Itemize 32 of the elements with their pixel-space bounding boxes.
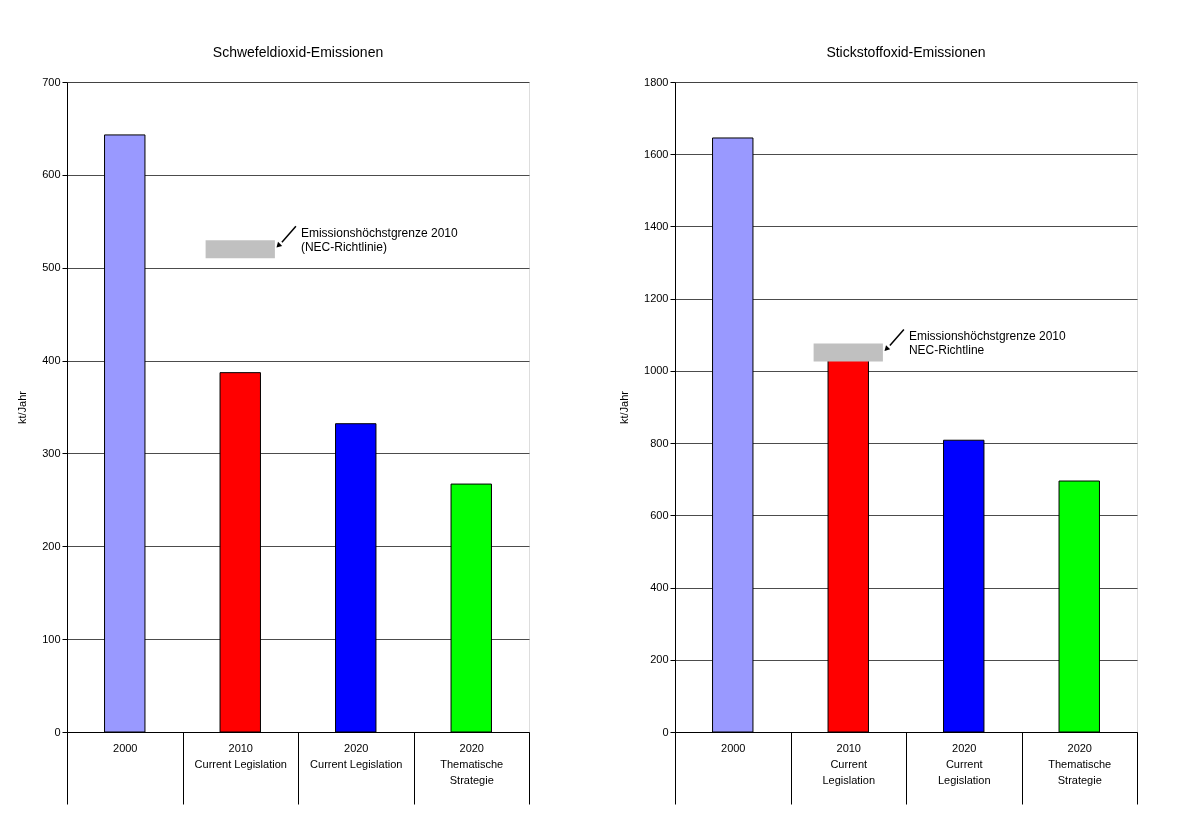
y-tick-label: 1400	[644, 219, 669, 232]
y-tick-label: 100	[42, 632, 61, 645]
y-tick-label: 600	[42, 168, 61, 181]
y-tick-label: 300	[42, 446, 61, 459]
chart-title: Stickstoffoxid-Emissionen	[826, 44, 986, 60]
x-tick-label: 2000	[721, 741, 746, 754]
y-tick-label: 800	[650, 436, 669, 449]
x-tick-label: 2010 Current Legislation	[822, 741, 876, 786]
y-tick-label: 1600	[644, 147, 669, 160]
ref-line-label: Emissionshöchstgrenze 2010 (NEC-Richtlinie)	[300, 226, 458, 255]
x-tick-label: 2000	[113, 741, 138, 754]
y-tick-label: 1000	[644, 364, 669, 377]
x-tick-label: 2020 Thematische Strategie	[1048, 741, 1112, 786]
y-tick-label: 400	[42, 354, 61, 367]
ref-line-label: Emissionshöchstgrenze 2010 NEC-Richtline	[908, 329, 1066, 358]
y-axis-title: kt/Jahr	[618, 390, 631, 425]
y-tick-label: 600	[650, 508, 669, 521]
y-tick-label: 500	[42, 261, 61, 274]
x-tick-label: 2020 Current Legislation	[937, 741, 991, 786]
y-tick-label: 200	[42, 539, 61, 552]
y-tick-label: 0	[662, 725, 669, 738]
y-tick-label: 0	[54, 725, 61, 738]
y-tick-label: 200	[650, 653, 669, 666]
y-axis-title: kt/Jahr	[16, 390, 29, 425]
x-tick-label: 2020 Current Legislation	[310, 741, 403, 770]
y-tick-label: 1800	[644, 75, 669, 88]
y-tick-label: 1200	[644, 292, 669, 305]
y-tick-label: 700	[42, 75, 61, 88]
x-tick-label: 2010 Current Legislation	[194, 741, 287, 770]
x-tick-label: 2020 Thematische Strategie	[440, 741, 504, 786]
y-tick-label: 400	[650, 581, 669, 594]
chart-title: Schwefeldioxid-Emissionen	[212, 44, 384, 60]
